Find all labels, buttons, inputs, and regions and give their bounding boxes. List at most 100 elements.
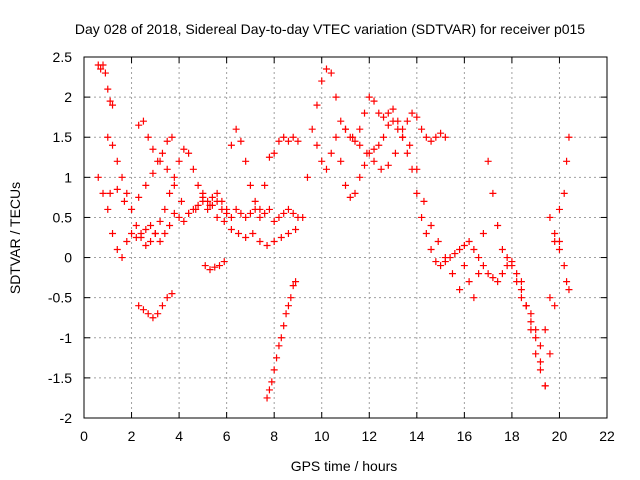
x-tick-label: 14 bbox=[409, 428, 425, 444]
x-tick-label: 6 bbox=[223, 428, 231, 444]
data-point bbox=[106, 97, 114, 105]
data-point bbox=[370, 97, 378, 105]
data-point bbox=[189, 165, 197, 173]
data-point bbox=[204, 205, 212, 213]
data-point bbox=[413, 113, 421, 121]
data-point bbox=[546, 294, 554, 302]
data-point bbox=[149, 145, 157, 153]
data-point bbox=[194, 181, 202, 189]
data-point bbox=[232, 125, 240, 133]
data-point bbox=[284, 229, 292, 237]
plot-frame bbox=[83, 56, 608, 419]
data-point bbox=[434, 238, 442, 246]
series-trace-a bbox=[94, 61, 117, 109]
data-point bbox=[199, 193, 207, 201]
data-point bbox=[460, 242, 468, 250]
data-point bbox=[104, 85, 112, 93]
data-point bbox=[389, 117, 397, 125]
data-point bbox=[284, 302, 292, 310]
data-point bbox=[363, 149, 371, 157]
data-point bbox=[265, 386, 273, 394]
data-point bbox=[216, 262, 224, 270]
data-point bbox=[213, 189, 221, 197]
data-point bbox=[377, 165, 385, 173]
data-point bbox=[546, 213, 554, 221]
x-tick-label: 10 bbox=[314, 428, 330, 444]
data-point bbox=[280, 209, 288, 217]
data-point bbox=[246, 181, 254, 189]
data-point bbox=[313, 101, 321, 109]
data-point bbox=[120, 197, 128, 205]
data-point bbox=[470, 246, 478, 254]
x-tick-label: 8 bbox=[270, 428, 278, 444]
data-point bbox=[418, 213, 426, 221]
data-point bbox=[128, 205, 136, 213]
data-point bbox=[380, 133, 388, 141]
data-point bbox=[144, 310, 152, 318]
data-point bbox=[484, 270, 492, 278]
data-point bbox=[565, 286, 573, 294]
data-point bbox=[168, 290, 176, 298]
data-point bbox=[227, 225, 235, 233]
y-tick-label: -1.5 bbox=[48, 370, 72, 386]
y-tick-label: 2 bbox=[64, 89, 72, 105]
data-point bbox=[97, 65, 105, 73]
data-point bbox=[441, 133, 449, 141]
data-point bbox=[113, 246, 121, 254]
data-point bbox=[437, 262, 445, 270]
data-point bbox=[99, 61, 107, 69]
data-point bbox=[185, 149, 193, 157]
data-point bbox=[227, 213, 235, 221]
data-point bbox=[332, 133, 340, 141]
data-point bbox=[109, 141, 117, 149]
data-point bbox=[489, 189, 497, 197]
data-point bbox=[144, 133, 152, 141]
data-point bbox=[375, 141, 383, 149]
data-point bbox=[132, 221, 140, 229]
data-point bbox=[432, 258, 440, 266]
data-point bbox=[384, 109, 392, 117]
data-point bbox=[536, 358, 544, 366]
data-point bbox=[532, 350, 540, 358]
data-point bbox=[420, 197, 428, 205]
data-point bbox=[522, 302, 530, 310]
data-point bbox=[135, 121, 143, 129]
data-point bbox=[536, 342, 544, 350]
series-trace-i bbox=[263, 278, 300, 402]
data-point bbox=[142, 242, 150, 250]
data-point bbox=[265, 205, 273, 213]
data-point bbox=[318, 157, 326, 165]
data-point bbox=[332, 93, 340, 101]
data-point bbox=[139, 306, 147, 314]
data-point bbox=[465, 278, 473, 286]
data-point bbox=[422, 229, 430, 237]
series-trace-l bbox=[342, 125, 464, 294]
data-point bbox=[139, 117, 147, 125]
data-point bbox=[118, 254, 126, 262]
y-axis-label: SDTVAR / TECUs bbox=[7, 182, 23, 294]
data-point bbox=[220, 258, 228, 266]
data-point bbox=[242, 157, 250, 165]
data-point bbox=[185, 209, 193, 217]
data-point bbox=[218, 197, 226, 205]
data-point bbox=[275, 137, 283, 145]
data-point bbox=[384, 161, 392, 169]
data-point bbox=[560, 189, 568, 197]
data-point bbox=[337, 157, 345, 165]
data-point bbox=[113, 157, 121, 165]
x-tick-label: 12 bbox=[361, 428, 377, 444]
y-tick-label: 2.5 bbox=[53, 49, 73, 65]
data-point bbox=[149, 314, 157, 322]
data-point bbox=[208, 193, 216, 201]
data-point bbox=[365, 93, 373, 101]
data-point bbox=[292, 225, 300, 233]
x-tick-label: 4 bbox=[175, 428, 183, 444]
y-tick-label: 1 bbox=[64, 169, 72, 185]
data-point bbox=[308, 125, 316, 133]
data-point bbox=[232, 205, 240, 213]
data-point bbox=[517, 278, 525, 286]
data-point bbox=[484, 157, 492, 165]
data-point bbox=[342, 181, 349, 189]
data-point bbox=[465, 238, 473, 246]
